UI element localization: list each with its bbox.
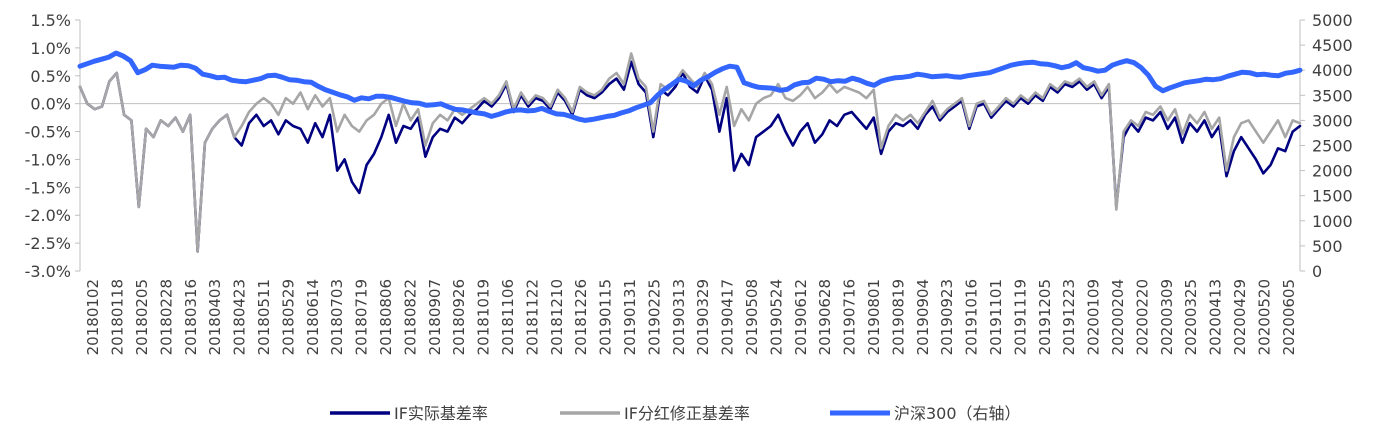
x-tick-label: 20190819 (889, 279, 907, 355)
x-tick-label: 20180806 (377, 279, 395, 355)
x-tick-label: 20180403 (206, 279, 224, 355)
x-tick-label: 20181226 (572, 279, 590, 355)
series-line-1 (78, 52, 1302, 253)
x-tick-label: 20190923 (938, 279, 956, 355)
x-tick-label: 20191101 (987, 279, 1005, 355)
x-tick-label: 20180822 (401, 279, 419, 355)
y-left-tick-label: -3.0% (25, 262, 71, 281)
y-left-tick-label: -2.5% (25, 234, 71, 253)
y-left-tick-label: 1.0% (30, 39, 71, 58)
series-line-0 (78, 60, 1302, 253)
x-tick-label: 20200429 (1231, 279, 1249, 355)
x-tick-label: 20181122 (523, 279, 541, 355)
y-right-tick-label: 4500 (1312, 36, 1353, 55)
legend-item-1: IF分红修正基差率 (560, 404, 750, 423)
y-right-tick-label: 2500 (1312, 137, 1353, 156)
x-tick-label: 20180926 (450, 279, 468, 355)
y-right-tick-label: 0 (1312, 262, 1322, 281)
x-tick-label: 20190115 (597, 279, 615, 355)
legend-item-2: 沪深300（右轴） (830, 404, 1021, 423)
x-tick-label: 20181106 (499, 279, 517, 355)
y-right-tick-label: 2000 (1312, 162, 1353, 181)
x-tick-label: 20190801 (865, 279, 883, 355)
y-left-tick-label: 0.0% (30, 95, 71, 114)
series-layer (77, 50, 1303, 253)
y-right-tick-label: 1000 (1312, 212, 1353, 231)
y-right-tick-label: 500 (1312, 237, 1343, 256)
x-tick-label: 20180907 (426, 279, 444, 355)
axes-layer: -3.0% -2.5% -2.0% -1.5% -1.0% -0.5% 0.0% 0.5% 1.… (25, 11, 1353, 355)
y-left-tick-label: -1.0% (25, 150, 71, 169)
series-line-2 (77, 50, 1303, 123)
x-tick-label: 20180228 (157, 279, 175, 355)
x-tick-label: 20200204 (1109, 279, 1127, 355)
y-right-tick-label: 5000 (1312, 11, 1353, 30)
x-tick-label: 20191205 (1036, 279, 1054, 355)
x-tick-label: 20200605 (1280, 279, 1298, 355)
x-tick-label: 20200413 (1207, 279, 1225, 355)
x-tick-label: 20180511 (255, 279, 273, 355)
legend-label: IF分红修正基差率 (624, 404, 750, 423)
x-tick-label: 20190313 (670, 279, 688, 355)
x-tick-label: 20180529 (279, 279, 297, 355)
x-tick-label: 20190628 (816, 279, 834, 355)
y-right-tick-label: 3000 (1312, 111, 1353, 130)
x-tick-label: 20180205 (133, 279, 151, 355)
y-left-tick-label: -1.5% (25, 178, 71, 197)
x-tick-label: 20180614 (304, 279, 322, 355)
y-left-tick-label: 0.5% (30, 67, 71, 86)
x-tick-label: 20190131 (621, 279, 639, 355)
x-tick-label: 20180719 (353, 279, 371, 355)
x-tick-label: 20200109 (1085, 279, 1103, 355)
x-tick-label: 20180423 (231, 279, 249, 355)
x-tick-label: 20181019 (475, 279, 493, 355)
x-tick-label: 20190417 (719, 279, 737, 355)
x-tick-label: 20190524 (767, 279, 785, 355)
legend-label: 沪深300（右轴） (894, 404, 1021, 423)
x-tick-label: 20180316 (182, 279, 200, 355)
y-left-tick-label: 1.5% (30, 11, 71, 30)
x-tick-label: 20180118 (109, 279, 127, 355)
x-tick-label: 20190329 (694, 279, 712, 355)
x-tick-label: 20200309 (1158, 279, 1176, 355)
x-tick-label: 20180102 (84, 279, 102, 355)
x-tick-label: 20200220 (1133, 279, 1151, 355)
x-tick-label: 20200520 (1255, 279, 1273, 355)
legend-item-0: IF实际基差率 (330, 404, 488, 423)
y-right-tick-label: 4000 (1312, 61, 1353, 80)
y-left-tick-label: -0.5% (25, 123, 71, 142)
x-tick-label: 20191119 (1011, 279, 1029, 355)
y-left-tick-label: -2.0% (25, 206, 71, 225)
x-tick-label: 20191223 (1060, 279, 1078, 355)
y-right-tick-label: 1500 (1312, 187, 1353, 206)
legend-label: IF实际基差率 (394, 404, 488, 423)
x-tick-label: 20180703 (328, 279, 346, 355)
y-right-tick-label: 3500 (1312, 86, 1353, 105)
x-tick-label: 20190508 (743, 279, 761, 355)
x-tick-label: 20190225 (645, 279, 663, 355)
x-tick-label: 20190904 (914, 279, 932, 355)
x-tick-label: 20190612 (792, 279, 810, 355)
x-tick-label: 20190716 (841, 279, 859, 355)
x-tick-label: 20191016 (963, 279, 981, 355)
x-tick-label: 20181210 (548, 279, 566, 355)
legend: IF实际基差率 IF分红修正基差率 沪深300（右轴） (330, 404, 1021, 423)
x-tick-label: 20200325 (1182, 279, 1200, 355)
